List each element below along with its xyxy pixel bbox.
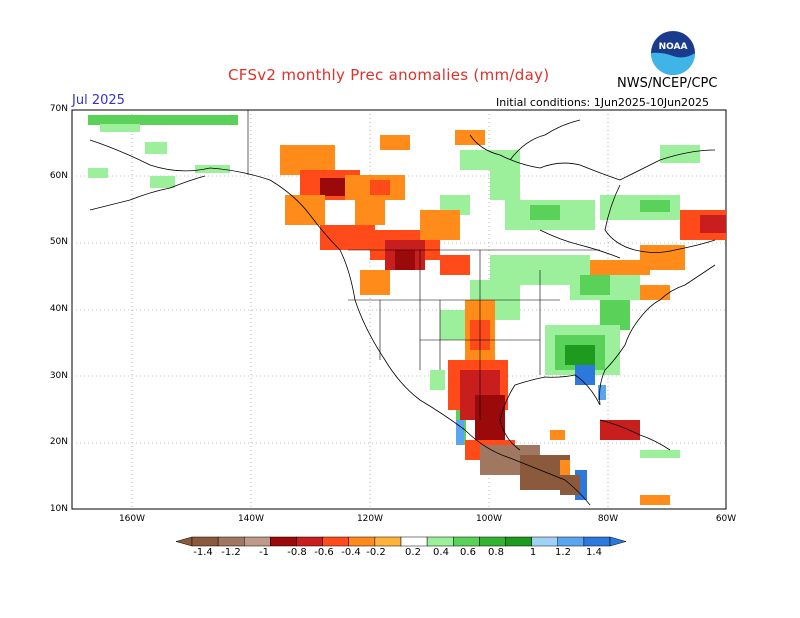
lat-label: 70N (49, 104, 68, 114)
colorbar-label: 1.2 (555, 547, 571, 558)
lon-label: 140W (237, 514, 265, 524)
lat-label: 40N (49, 304, 68, 314)
state-borders (247, 110, 600, 420)
lon-label: 60W (715, 514, 737, 524)
colorbar-segment (270, 536, 297, 547)
noaa-logo-text: NOAA (659, 42, 688, 52)
colorbar-label: -1 (259, 547, 269, 558)
lat-label: 60N (49, 171, 68, 181)
lat-label: 50N (49, 237, 68, 247)
lon-label: 160W (118, 514, 146, 524)
colorbar-segment (479, 536, 506, 547)
colorbar-segment (348, 536, 376, 547)
colorbar-label: 0.2 (405, 547, 421, 558)
colorbar-label: 1.4 (586, 547, 602, 558)
map-title: CFSv2 monthly Prec anomalies (mm/day) (228, 66, 550, 84)
colorbar-segment (557, 536, 585, 547)
colorbar-segment (296, 536, 323, 547)
colorbar-label: -0.2 (366, 547, 386, 558)
colorbar-label: 0.8 (488, 547, 504, 558)
colorbar-label: 1 (529, 547, 537, 558)
colorbar-label: -0.6 (314, 547, 334, 558)
colorbar-segment (400, 536, 428, 547)
agency-label: NWS/NCEP/CPC (617, 76, 718, 91)
colorbar-label: -1.2 (221, 547, 241, 558)
colorbar-segment (322, 536, 349, 547)
colorbar-segment (505, 536, 532, 547)
colorbar (175, 536, 627, 547)
colorbar-label: -1.4 (193, 547, 213, 558)
colorbar-label: 0.4 (433, 547, 449, 558)
colorbar-label: 0.6 (460, 547, 476, 558)
lat-label: 30N (49, 371, 68, 381)
colorbar-segment (453, 536, 480, 547)
colorbar-label: -0.8 (287, 547, 307, 558)
colorbar-segment (531, 536, 558, 547)
colorbar-arrow-left (175, 536, 193, 547)
initial-conditions: Initial conditions: 1Jun2025-10Jun2025 (496, 96, 710, 109)
forecast-month: Jul 2025 (72, 93, 125, 108)
lat-label: 10N (49, 504, 68, 514)
lon-label: 100W (475, 514, 503, 524)
colorbar-arrow-right (609, 536, 627, 547)
colorbar-segment (374, 536, 402, 547)
colorbar-segment (583, 536, 611, 547)
colorbar-segment (426, 536, 454, 547)
colorbar-segment (244, 536, 271, 547)
colorbar-segment (217, 536, 245, 547)
colorbar-segment (191, 536, 219, 547)
lon-label: 120W (356, 514, 384, 524)
lat-label: 20N (49, 437, 68, 447)
lon-label: 80W (597, 514, 619, 524)
colorbar-label: -0.4 (341, 547, 361, 558)
noaa-logo: NOAA (650, 30, 696, 76)
